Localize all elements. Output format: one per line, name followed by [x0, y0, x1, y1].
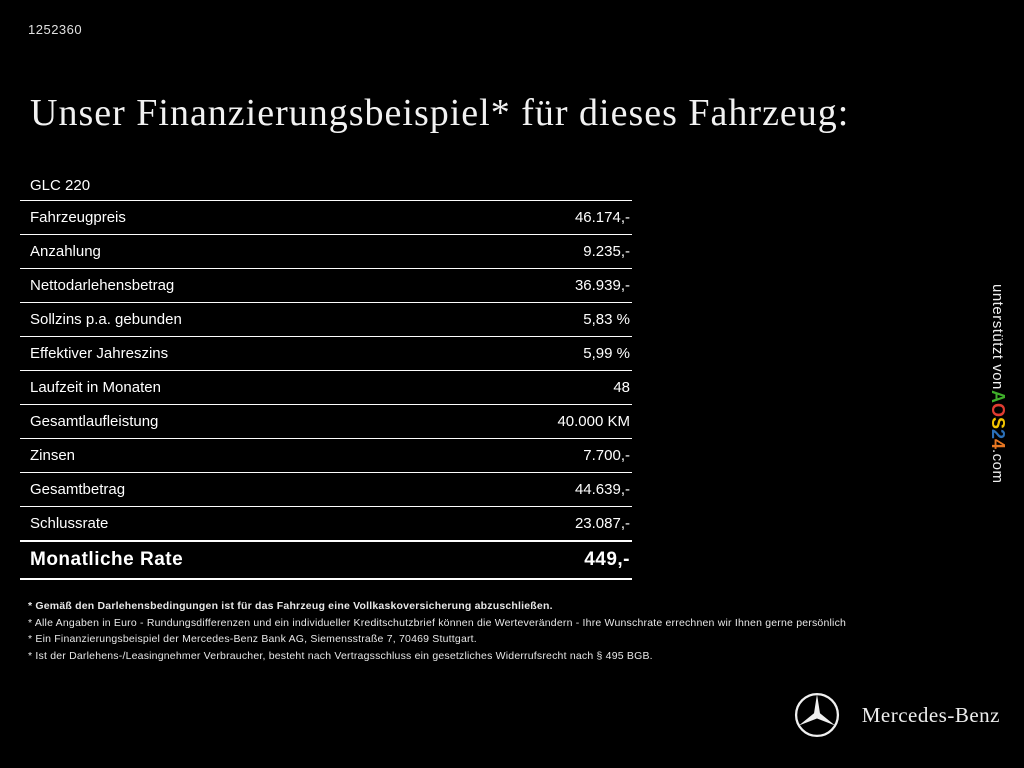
footnote: * Ist der Darlehens-/Leasingnehmer Verbr… [28, 649, 653, 662]
table-row: Gesamtlaufleistung 40.000 KM [20, 404, 632, 438]
row-value: 7.700,- [583, 447, 630, 464]
row-label: Sollzins p.a. gebunden [30, 311, 182, 328]
row-label: Schlussrate [30, 515, 109, 532]
supported-by-label: unterstützt von [989, 284, 1006, 390]
aos24-domain-suffix: .com [989, 448, 1006, 484]
brand-name: Mercedes-Benz [861, 702, 1000, 727]
financing-table: GLC 220 Fahrzeugpreis 46.174,- Anzahlung… [20, 170, 632, 580]
row-value: 44.639,- [574, 481, 630, 498]
row-label: Effektiver Jahreszins [30, 345, 169, 362]
row-value: 5,83 % [583, 311, 630, 328]
table-row: Gesamtbetrag 44.639,- [20, 472, 632, 506]
table-row: Schlussrate 23.087,- [20, 506, 632, 540]
row-label: Zinsen [30, 447, 76, 464]
footnotes: * Gemäß den Darlehensbedingungen ist für… [28, 598, 968, 664]
page-title: Unser Finanzierungsbeispiel* für dieses … [30, 92, 850, 135]
row-label: Laufzeit in Monaten [30, 379, 161, 396]
row-value: 48 [613, 379, 630, 396]
row-label: Gesamtbetrag [30, 481, 126, 498]
footer-brand: Mercedes-Benz [794, 692, 1000, 738]
table-row: Sollzins p.a. gebunden 5,83 % [20, 302, 632, 336]
row-value: 5,99 % [583, 345, 630, 362]
mercedes-star-icon [794, 692, 839, 738]
table-row: Zinsen 7.700,- [20, 438, 632, 472]
row-label: Gesamtlaufleistung [30, 413, 159, 430]
table-row: Laufzeit in Monaten 48 [20, 370, 632, 404]
row-label: Nettodarlehensbetrag [30, 277, 175, 294]
row-value: 40.000 KM [557, 413, 630, 430]
row-value: 449,- [584, 549, 630, 570]
monthly-rate-row: Monatliche Rate 449,- [20, 540, 632, 580]
row-label: Fahrzeugpreis [30, 209, 126, 226]
row-value: 9.235,- [583, 243, 630, 260]
model-name: GLC 220 [30, 176, 91, 194]
footnote: * Ein Finanzierungsbeispiel der Mercedes… [28, 633, 477, 645]
listing-id: 1252360 [28, 22, 83, 37]
footnote: * Gemäß den Darlehensbedingungen ist für… [28, 600, 553, 612]
row-value: 23.087,- [574, 515, 630, 532]
table-row: Nettodarlehensbetrag 36.939,- [20, 268, 632, 302]
table-row: Fahrzeugpreis 46.174,- [20, 200, 632, 234]
row-label: Monatliche Rate [30, 549, 184, 570]
row-label: Anzahlung [30, 243, 101, 260]
supported-by-credit: unterstützt von AOS24 .com [987, 284, 1008, 584]
row-value: 46.174,- [574, 209, 630, 226]
row-value: 36.939,- [574, 277, 630, 294]
aos24-logo: AOS24 [988, 389, 1008, 449]
table-row: Effektiver Jahreszins 5,99 % [20, 336, 632, 370]
footnote: * Alle Angaben in Euro - Rundungsdiffere… [28, 616, 847, 629]
table-row: Anzahlung 9.235,- [20, 234, 632, 268]
financing-rows: Fahrzeugpreis 46.174,- Anzahlung 9.235,-… [20, 200, 632, 540]
